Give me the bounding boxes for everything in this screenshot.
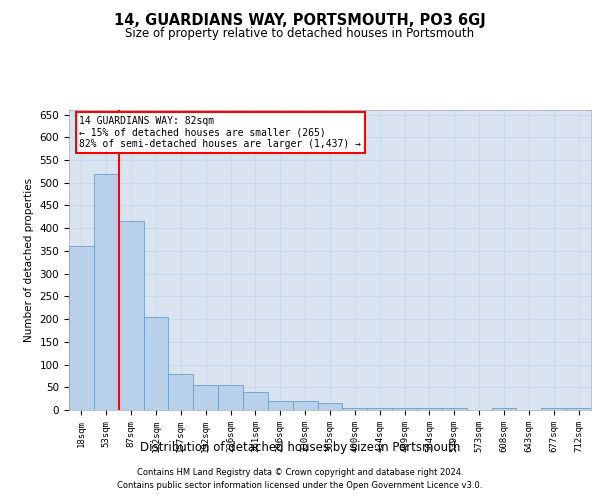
Bar bbox=[143, 317, 169, 410]
Bar bbox=[442, 408, 467, 410]
Bar bbox=[417, 408, 442, 410]
Bar bbox=[392, 408, 417, 410]
Bar bbox=[243, 392, 268, 410]
Bar bbox=[94, 174, 119, 410]
Bar bbox=[491, 408, 517, 410]
Bar bbox=[193, 385, 218, 410]
Bar bbox=[119, 222, 143, 410]
Bar bbox=[268, 401, 293, 410]
Bar bbox=[293, 401, 317, 410]
Bar bbox=[343, 408, 367, 410]
Bar bbox=[541, 408, 566, 410]
Y-axis label: Number of detached properties: Number of detached properties bbox=[24, 178, 34, 342]
Text: 14 GUARDIANS WAY: 82sqm
← 15% of detached houses are smaller (265)
82% of semi-d: 14 GUARDIANS WAY: 82sqm ← 15% of detache… bbox=[79, 116, 361, 149]
Bar bbox=[367, 408, 392, 410]
Text: Contains HM Land Registry data © Crown copyright and database right 2024.: Contains HM Land Registry data © Crown c… bbox=[137, 468, 463, 477]
Text: 14, GUARDIANS WAY, PORTSMOUTH, PO3 6GJ: 14, GUARDIANS WAY, PORTSMOUTH, PO3 6GJ bbox=[114, 12, 486, 28]
Bar bbox=[317, 403, 343, 410]
Bar bbox=[218, 385, 243, 410]
Text: Size of property relative to detached houses in Portsmouth: Size of property relative to detached ho… bbox=[125, 28, 475, 40]
Bar bbox=[69, 246, 94, 410]
Bar bbox=[169, 374, 193, 410]
Text: Contains public sector information licensed under the Open Government Licence v3: Contains public sector information licen… bbox=[118, 480, 482, 490]
Text: Distribution of detached houses by size in Portsmouth: Distribution of detached houses by size … bbox=[140, 441, 460, 454]
Bar bbox=[566, 408, 591, 410]
